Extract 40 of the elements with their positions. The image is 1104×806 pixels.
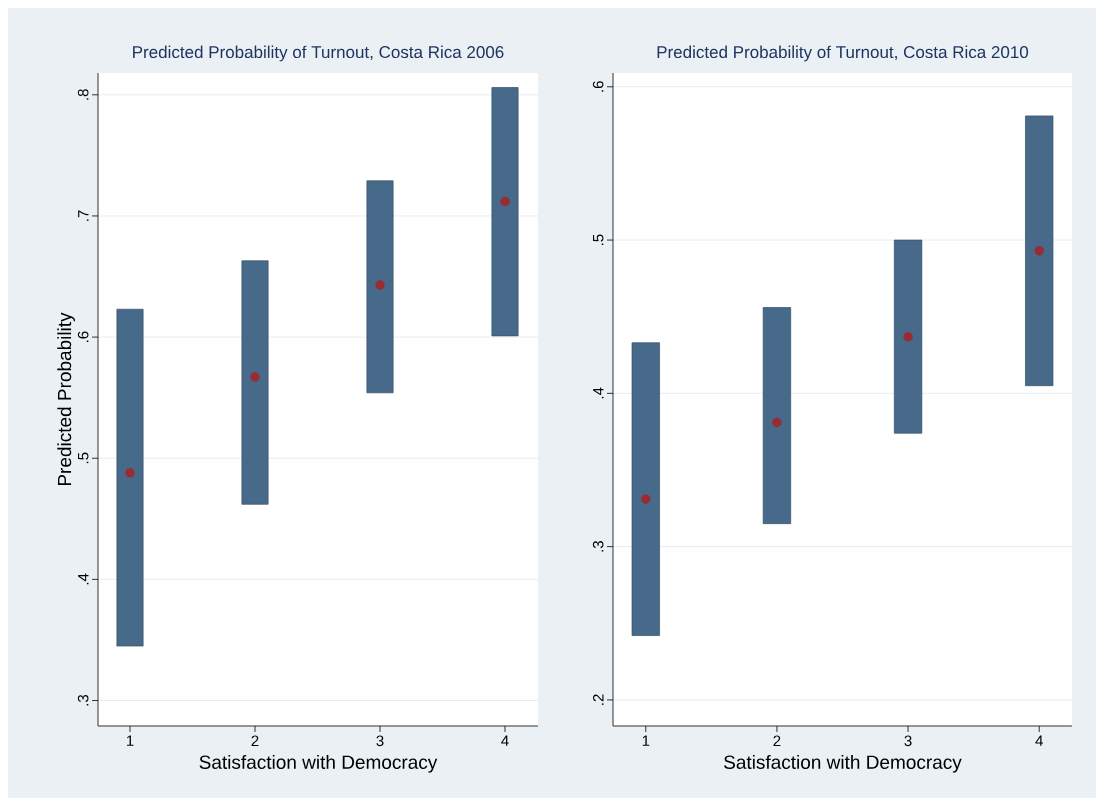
point: [250, 372, 260, 382]
y-tick-label: .6: [77, 331, 89, 342]
y-axis-title: Predicted Probability: [57, 312, 75, 486]
bar: [1025, 115, 1054, 387]
x-tick-label: 1: [642, 735, 650, 746]
y-tick-label: .8: [77, 89, 89, 100]
point: [375, 280, 385, 290]
bar: [116, 308, 144, 647]
y-tick-label: .4: [78, 573, 89, 585]
x-tick-label: 4: [1035, 735, 1043, 746]
x-tick-label: 2: [773, 735, 781, 746]
y-tick-label: .7: [78, 210, 89, 221]
x-tick-label: 1: [126, 735, 134, 746]
y-tick-label: .2: [592, 694, 604, 705]
bar: [893, 239, 923, 434]
y-tick-label: .5: [593, 234, 604, 245]
point: [125, 468, 135, 478]
point: [641, 494, 651, 504]
y-tick-label: .5: [78, 452, 89, 464]
bar: [241, 260, 269, 505]
y-tick-label: .3: [592, 541, 604, 552]
x-tick-label: 2: [251, 735, 259, 746]
bar: [762, 307, 792, 524]
point: [772, 417, 782, 428]
chart-title: Predicted Probability of Turnout, Costa Rica 2006: [133, 45, 504, 62]
y-tick-label: .3: [77, 694, 89, 706]
point: [500, 196, 510, 207]
x-axis-title: Satisfaction with Democracy: [199, 755, 438, 773]
bar: [491, 87, 519, 337]
bar: [366, 180, 394, 394]
x-tick-label: 3: [376, 735, 384, 747]
chart-title: Predicted Probability of Turnout, Costa Rica 2010: [657, 45, 1029, 62]
y-tick-label: .4: [593, 387, 604, 399]
point: [903, 331, 913, 342]
bar: [631, 342, 660, 636]
x-tick-label: 3: [904, 735, 912, 747]
x-axis-title: Satisfaction with Democracy: [724, 755, 962, 773]
point: [1034, 246, 1044, 256]
y-tick-label: .6: [592, 81, 604, 92]
x-tick-label: 4: [501, 735, 509, 746]
